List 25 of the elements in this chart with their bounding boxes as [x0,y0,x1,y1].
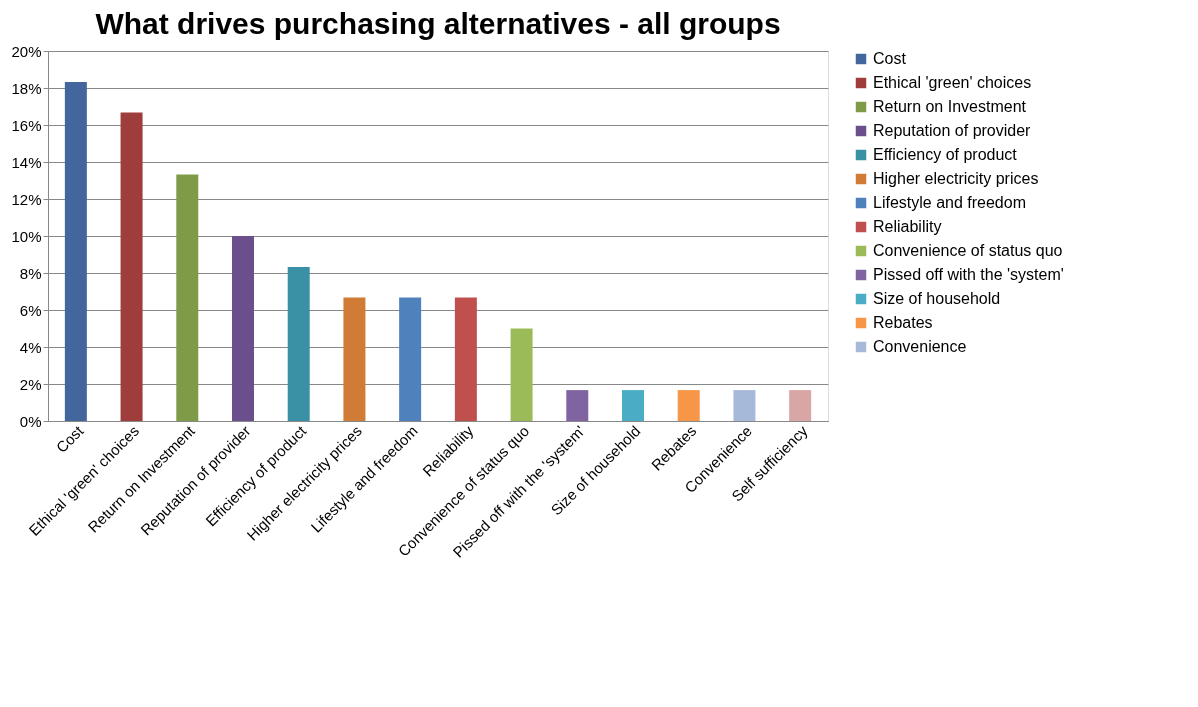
y-tick-label: 14% [11,153,42,171]
legend-label: Efficiency of product [873,146,1018,163]
legend-label: Cost [873,50,907,67]
y-tick-label: 0% [19,412,42,430]
legend-label: Pissed off with the 'system' [873,266,1064,283]
y-tick-label: 10% [11,227,42,245]
y-tick-label: 12% [11,190,42,208]
legend-label: Higher electricity prices [873,170,1039,187]
y-tick-label: 2% [19,375,42,393]
legend-label: Convenience [873,338,967,355]
y-tick-label: 18% [11,79,42,97]
y-tick-label: 16% [11,116,42,134]
y-tick-label: 6% [19,301,42,319]
y-tick-label: 20% [11,42,42,60]
legend-label: Reliability [873,218,942,235]
y-tick-label: 8% [19,264,42,282]
chart-title: What drives purchasing alternatives - all groups [95,7,781,40]
legend-label: Convenience of status quo [873,242,1063,259]
legend-label: Ethical 'green' choices [873,74,1032,91]
y-tick-label: 4% [19,338,42,356]
legend-label: Reputation of provider [873,122,1032,139]
legend-label: Rebates [873,314,933,331]
legend-label: Lifestyle and freedom [873,194,1026,211]
legend-label: Size of household [873,290,1001,307]
legend-label: Return on Investment [873,98,1027,115]
